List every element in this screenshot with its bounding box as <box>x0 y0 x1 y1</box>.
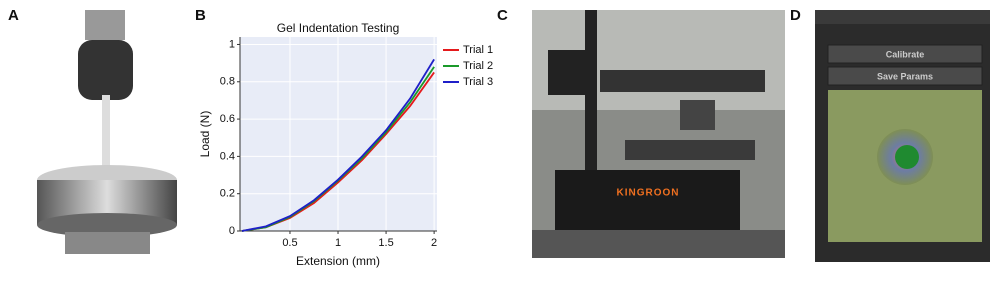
panel-label: D <box>790 7 801 24</box>
y-axis-label: Load (N) <box>198 111 212 158</box>
brand-text: KINGROON <box>617 188 680 199</box>
series-line <box>241 58 435 232</box>
y-tick-label: 1 <box>229 38 235 50</box>
photo-c <box>532 10 785 258</box>
panel-label: A <box>8 7 19 24</box>
panel-label: B <box>195 7 206 24</box>
calibrate-button[interactable]: Calibrate <box>886 49 925 59</box>
ui-d <box>815 10 990 262</box>
legend-label: Trial 3 <box>463 76 493 88</box>
photo-a <box>37 10 177 254</box>
legend-label: Trial 1 <box>463 44 493 56</box>
y-tick-label: 0.2 <box>220 188 235 200</box>
x-tick-label: 2 <box>431 237 437 249</box>
x-tick-label: 0.5 <box>282 237 297 249</box>
legend-label: Trial 2 <box>463 60 493 72</box>
y-tick-label: 0.4 <box>220 150 235 162</box>
panel-label: C <box>497 7 508 24</box>
chart-title: Gel Indentation Testing <box>277 21 400 35</box>
y-tick-label: 0.8 <box>220 76 235 88</box>
save-params-button[interactable]: Save Params <box>877 71 933 81</box>
x-tick-label: 1.5 <box>378 237 393 249</box>
x-tick-label: 1 <box>335 237 341 249</box>
x-axis-label: Extension (mm) <box>296 254 380 268</box>
y-tick-label: 0 <box>229 225 235 237</box>
y-tick-label: 0.6 <box>220 113 235 125</box>
